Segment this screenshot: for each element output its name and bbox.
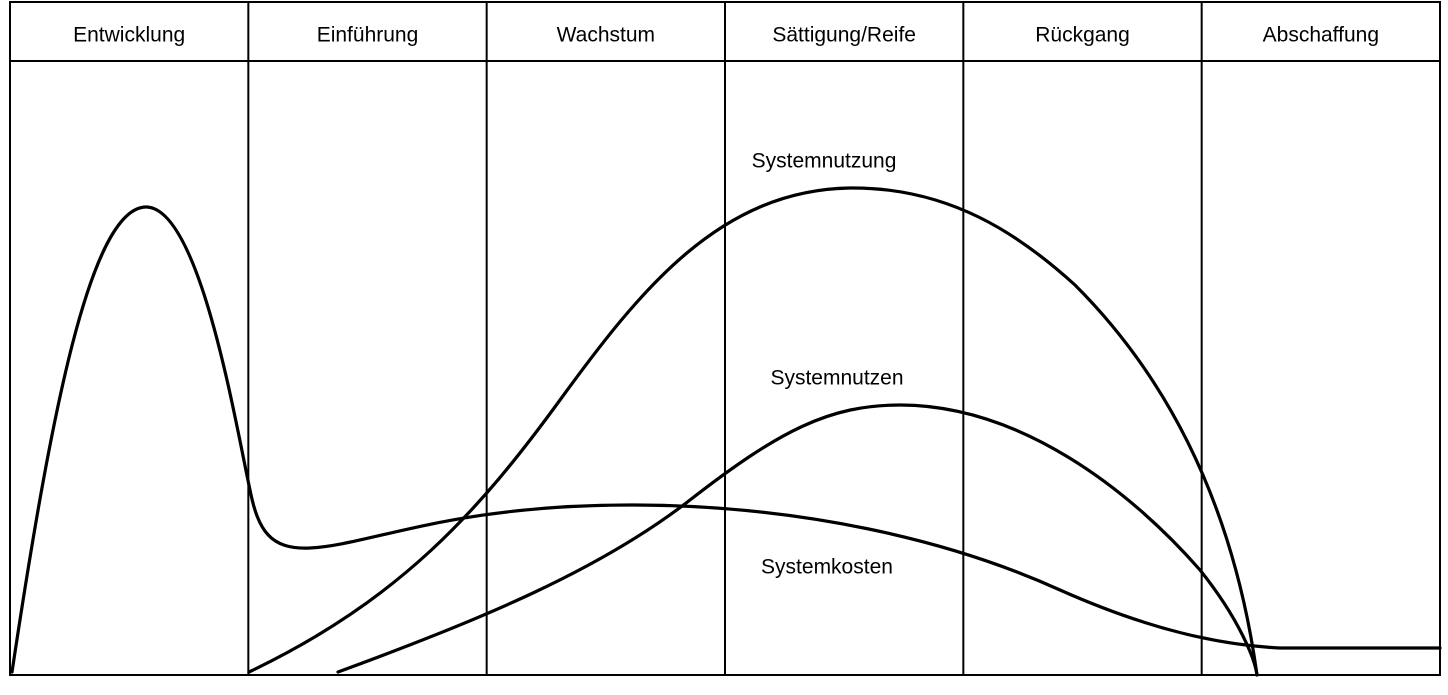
phase-label: Abschaffung — [1263, 24, 1379, 47]
systemnutzung-curve — [247, 186, 1259, 677]
curve-label: Systemkosten — [761, 556, 893, 579]
phase-label: Rückgang — [1035, 24, 1130, 47]
curve-label: Systemnutzung — [752, 150, 897, 173]
systemkosten-curve — [10, 205, 1442, 674]
phase-label: Einführung — [317, 24, 419, 47]
phase-columns: Entwicklung Einführung Wachstum Sättigung/R… — [73, 2, 1379, 675]
systemnutzen-curve — [336, 403, 1259, 677]
phase-label: Sättigung/Reife — [772, 24, 916, 47]
phase-label: Entwicklung — [73, 24, 185, 47]
phase-label: Wachstum — [557, 24, 655, 47]
curve-label: Systemnutzen — [770, 367, 903, 390]
